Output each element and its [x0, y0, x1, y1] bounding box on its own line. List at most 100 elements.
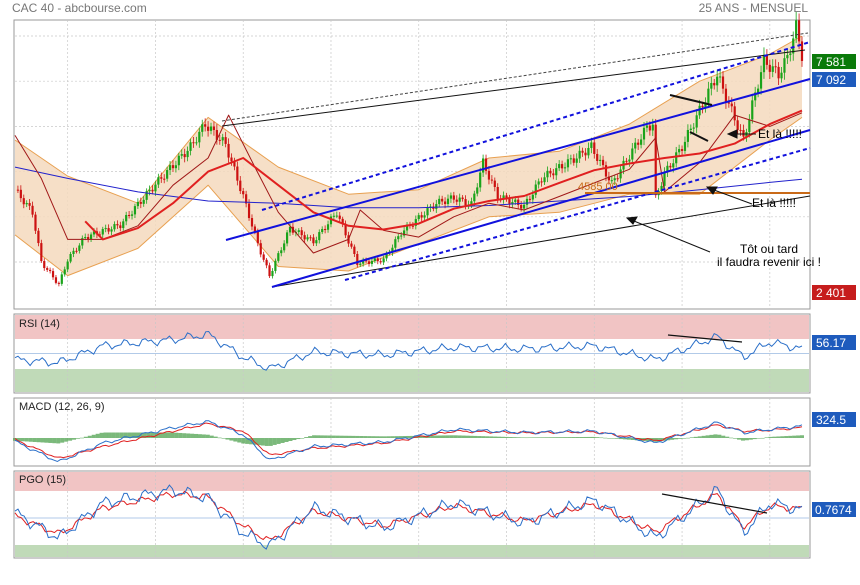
candle-body	[575, 158, 578, 163]
candle-body	[558, 164, 561, 169]
macd-histogram-bar	[115, 432, 120, 438]
candle-body	[604, 165, 608, 177]
candle-body	[49, 269, 52, 272]
candle-body	[555, 168, 558, 176]
macd-histogram-bar	[174, 432, 179, 438]
macd-histogram-bar	[312, 435, 317, 438]
macd-histogram-bar	[733, 438, 738, 439]
candle-body	[133, 206, 137, 215]
macd-histogram-bar	[20, 438, 25, 442]
candle-body	[461, 197, 464, 200]
candle-body	[359, 263, 362, 265]
candle-body	[19, 189, 22, 199]
macd-histogram-bar	[717, 434, 722, 438]
candle-body	[496, 186, 499, 200]
candle-body	[423, 215, 426, 218]
macd-histogram-bar	[276, 438, 281, 444]
candle-body	[514, 199, 517, 203]
macd-histogram-bar	[398, 436, 403, 438]
macd-histogram-bar	[540, 437, 545, 438]
macd-histogram-bar	[485, 436, 490, 438]
candle-body	[584, 152, 587, 156]
candle-body	[531, 194, 534, 200]
candle-body	[470, 201, 473, 205]
rsi-divergence-line	[667, 334, 743, 343]
candle-body	[619, 169, 622, 179]
candle-body	[329, 216, 333, 225]
macd-histogram-bar	[272, 438, 277, 445]
macd-histogram-bar	[75, 438, 80, 439]
macd-histogram-bar	[461, 435, 466, 438]
candle-body	[145, 191, 148, 200]
candle-body	[151, 189, 154, 192]
macd-histogram-bar	[284, 438, 289, 442]
macd-histogram-bar	[190, 433, 195, 438]
macd-histogram-bar	[209, 435, 214, 438]
rsi-title: RSI (14)	[19, 318, 60, 330]
macd-histogram-bar	[579, 437, 584, 438]
macd-histogram-bar	[764, 437, 769, 438]
candle-body	[616, 178, 619, 180]
candle-body	[783, 58, 786, 73]
macd-histogram-bar	[378, 436, 383, 438]
candle-body	[443, 201, 447, 205]
macd-histogram-bar	[319, 435, 324, 438]
macd-histogram-bar	[142, 432, 147, 438]
macd-histogram-bar	[752, 438, 757, 440]
candle-body	[795, 20, 798, 39]
macd-histogram-bar	[618, 438, 623, 440]
indicator-lines	[13, 109, 804, 550]
arrowhead-et-la-1	[726, 129, 738, 139]
macd-histogram-bar	[32, 438, 37, 442]
candle-body	[201, 124, 204, 132]
last-price-value: 7 581	[816, 55, 846, 69]
rsi-badge-value: 56.17	[816, 336, 846, 350]
macd-histogram-bar	[347, 435, 352, 438]
macd-histogram-bar	[504, 436, 509, 438]
macd-histogram-bar	[685, 437, 690, 439]
candle-body	[704, 102, 707, 108]
annotation-arrows	[625, 129, 756, 253]
candle-body	[57, 282, 60, 284]
macd-histogram-bar	[355, 435, 360, 438]
candle-body	[283, 243, 286, 251]
trendlines	[221, 32, 811, 514]
macd-histogram-bar	[800, 435, 804, 438]
macd-histogram-bar	[213, 436, 218, 438]
candle-body	[634, 142, 637, 149]
candle-body	[212, 126, 216, 131]
candle-body	[739, 129, 742, 131]
macd-histogram-bar	[658, 438, 663, 442]
macd-histogram-bar	[182, 433, 187, 438]
candle-body	[549, 170, 552, 174]
macd-histogram-bar	[367, 436, 372, 438]
macd-histogram-bar	[544, 437, 549, 438]
macd-histogram-bar	[772, 436, 777, 438]
macd-histogram-bar	[445, 435, 450, 438]
macd-histogram-bar	[453, 435, 458, 438]
arrowhead-et-la-2	[705, 186, 718, 195]
candle-body	[312, 237, 315, 244]
candle-body	[560, 164, 564, 169]
macd-histogram-bar	[418, 435, 423, 438]
bollinger-fill	[15, 36, 802, 276]
candle-body	[285, 232, 289, 244]
candle-body	[280, 250, 283, 254]
candle-body	[455, 199, 458, 202]
candle-body	[587, 147, 590, 156]
arrow-note	[633, 220, 711, 253]
candle-body	[678, 149, 681, 153]
macd-histogram-bar	[221, 438, 226, 439]
candle-body	[204, 124, 207, 127]
candle-body	[757, 88, 760, 93]
candle-body	[142, 199, 145, 204]
macd-histogram-bar	[205, 434, 210, 438]
annotation-et-la-2: Et là !!!!!	[752, 196, 796, 210]
candle-body	[174, 165, 178, 169]
candle-body	[89, 234, 93, 240]
macd-histogram-bar	[375, 436, 380, 438]
candle-body	[34, 214, 37, 231]
macd-histogram-bar	[760, 437, 765, 439]
macd-histogram-bar	[280, 438, 285, 443]
candle-body	[452, 195, 455, 200]
